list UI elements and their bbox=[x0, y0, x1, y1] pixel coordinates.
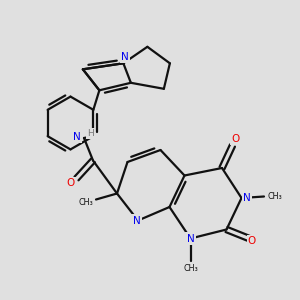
Text: N: N bbox=[121, 52, 129, 62]
Text: O: O bbox=[248, 236, 256, 247]
Text: O: O bbox=[231, 134, 240, 144]
Text: H: H bbox=[87, 129, 94, 138]
Text: N: N bbox=[73, 131, 80, 142]
Text: O: O bbox=[66, 178, 75, 188]
Text: CH₃: CH₃ bbox=[183, 264, 198, 273]
Text: N: N bbox=[243, 193, 251, 203]
Text: CH₃: CH₃ bbox=[267, 192, 282, 201]
Text: CH₃: CH₃ bbox=[78, 198, 93, 207]
Text: N: N bbox=[133, 215, 140, 226]
Text: N: N bbox=[187, 233, 194, 244]
